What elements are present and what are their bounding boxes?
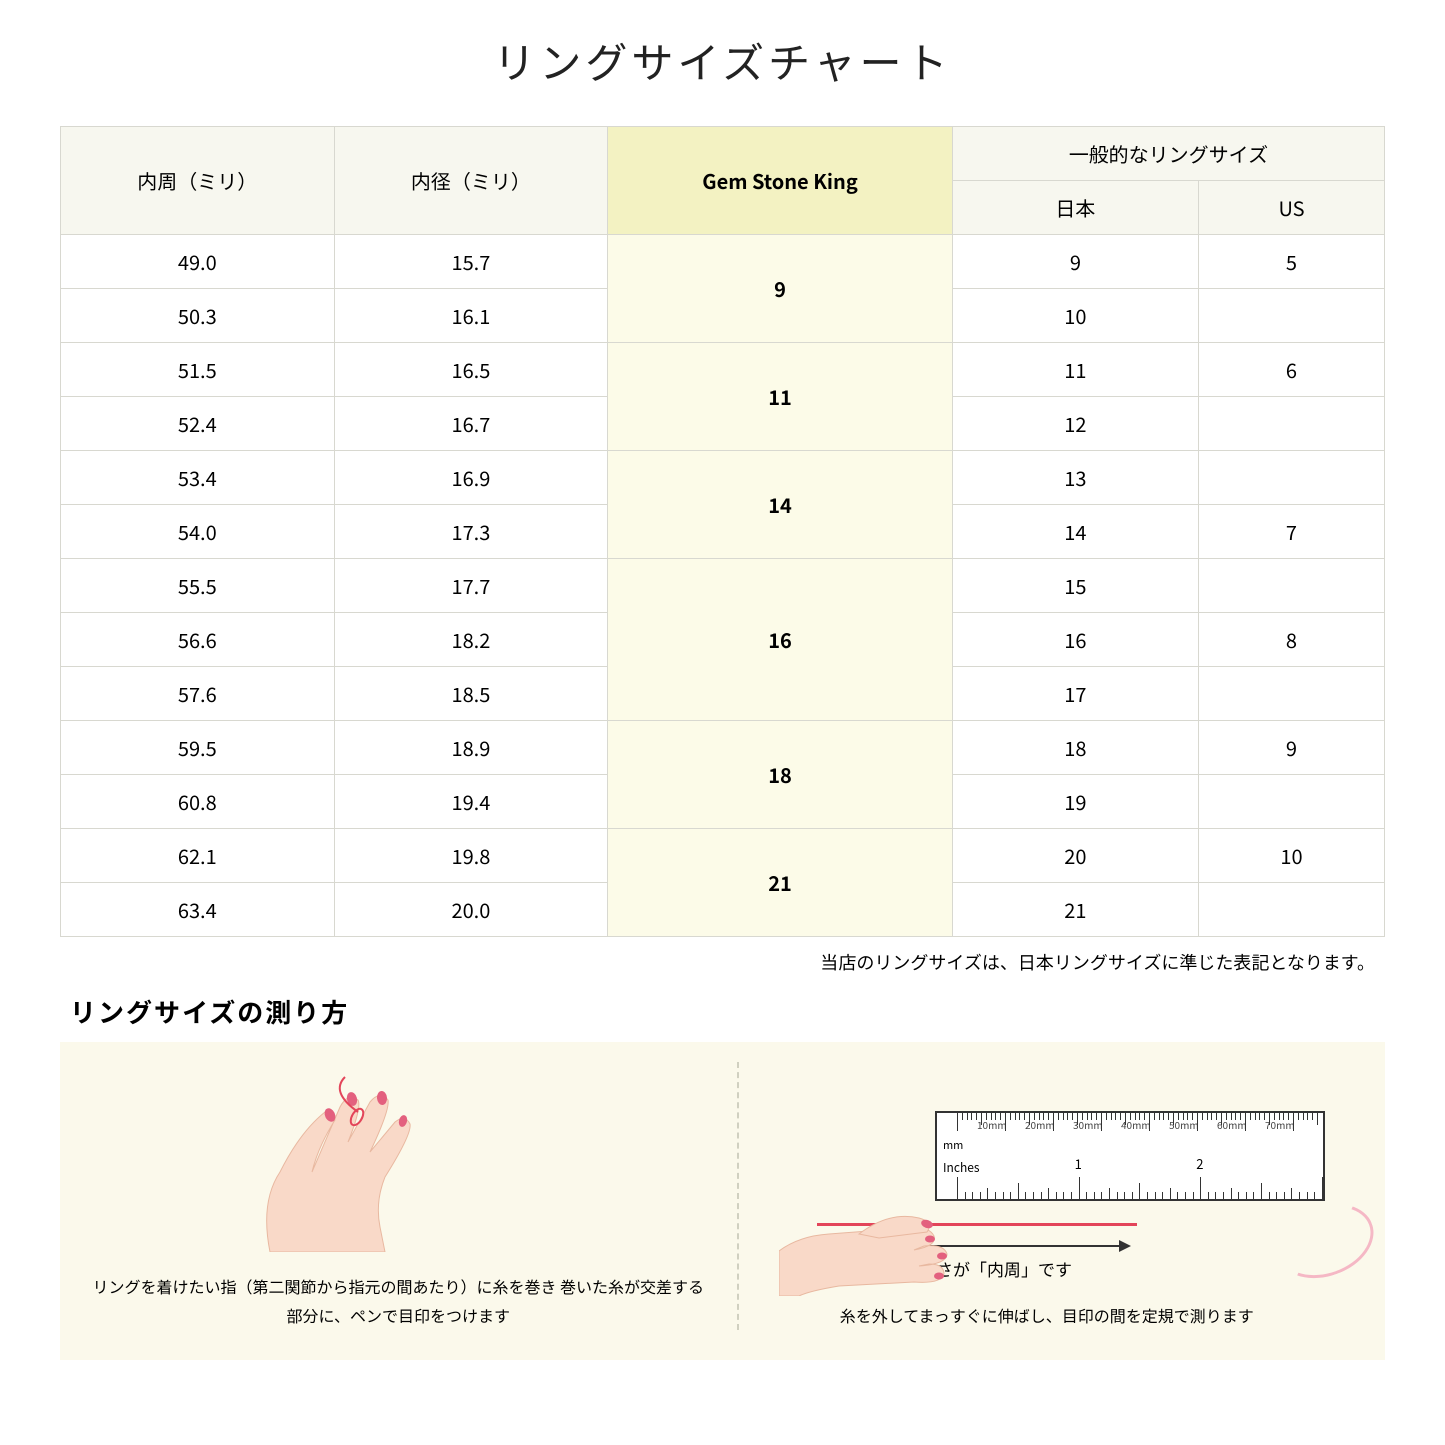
table-row: 62.119.8212010 — [61, 829, 1385, 883]
cell-circumference: 49.0 — [61, 235, 335, 289]
cell-circumference: 62.1 — [61, 829, 335, 883]
cell-diameter: 16.5 — [334, 343, 608, 397]
cell-diameter: 18.9 — [334, 721, 608, 775]
cell-diameter: 16.1 — [334, 289, 608, 343]
cell-us — [1198, 289, 1384, 343]
cell-circumference: 50.3 — [61, 289, 335, 343]
howto-step-2: 10mm20mm30mm40mm50mm60mm70mm mm Inches 1… — [737, 1062, 1356, 1330]
table-row: 49.015.7995 — [61, 235, 1385, 289]
cell-circumference: 52.4 — [61, 397, 335, 451]
ruler-mm-label: mm — [943, 1137, 963, 1153]
thread-curl — [1266, 1191, 1384, 1291]
cell-japan: 20 — [952, 829, 1198, 883]
page-title: リングサイズチャート — [60, 30, 1385, 91]
cell-japan: 21 — [952, 883, 1198, 937]
cell-gsk: 11 — [608, 343, 953, 451]
cell-gsk: 9 — [608, 235, 953, 343]
cell-gsk: 16 — [608, 559, 953, 721]
cell-circumference: 55.5 — [61, 559, 335, 613]
cell-us: 10 — [1198, 829, 1384, 883]
cell-us — [1198, 883, 1384, 937]
cell-us — [1198, 451, 1384, 505]
step2-caption: 糸を外してまっすぐに伸ばし、目印の間を定規で測ります — [739, 1301, 1356, 1330]
cell-japan: 18 — [952, 721, 1198, 775]
cell-japan: 11 — [952, 343, 1198, 397]
col-circumference: 内周（ミリ） — [61, 127, 335, 235]
cell-circumference: 57.6 — [61, 667, 335, 721]
cell-circumference: 54.0 — [61, 505, 335, 559]
cell-us: 5 — [1198, 235, 1384, 289]
cell-japan: 9 — [952, 235, 1198, 289]
col-gsk: Gem Stone King — [608, 127, 953, 235]
cell-diameter: 18.2 — [334, 613, 608, 667]
cell-diameter: 17.3 — [334, 505, 608, 559]
col-japan: 日本 — [952, 181, 1198, 235]
cell-japan: 17 — [952, 667, 1198, 721]
cell-us — [1198, 559, 1384, 613]
cell-diameter: 19.8 — [334, 829, 608, 883]
cell-gsk: 14 — [608, 451, 953, 559]
cell-diameter: 17.7 — [334, 559, 608, 613]
cell-japan: 13 — [952, 451, 1198, 505]
cell-us — [1198, 667, 1384, 721]
cell-diameter: 18.5 — [334, 667, 608, 721]
cell-us: 6 — [1198, 343, 1384, 397]
table-row: 59.518.918189 — [61, 721, 1385, 775]
cell-gsk: 21 — [608, 829, 953, 937]
col-diameter: 内径（ミリ） — [334, 127, 608, 235]
cell-us — [1198, 397, 1384, 451]
cell-diameter: 20.0 — [334, 883, 608, 937]
ruler-illustration: 10mm20mm30mm40mm50mm60mm70mm mm Inches 1… — [935, 1111, 1325, 1201]
table-row: 53.416.91413 — [61, 451, 1385, 505]
howto-section: リングを着けたい指（第二関節から指元の間あたり）に糸を巻き 巻いた糸が交差する部… — [60, 1042, 1385, 1360]
cell-japan: 12 — [952, 397, 1198, 451]
cell-japan: 10 — [952, 289, 1198, 343]
cell-us — [1198, 775, 1384, 829]
cell-circumference: 63.4 — [61, 883, 335, 937]
cell-circumference: 59.5 — [61, 721, 335, 775]
cell-circumference: 51.5 — [61, 343, 335, 397]
cell-circumference: 56.6 — [61, 613, 335, 667]
cell-japan: 15 — [952, 559, 1198, 613]
cell-gsk: 18 — [608, 721, 953, 829]
cell-japan: 14 — [952, 505, 1198, 559]
cell-circumference: 53.4 — [61, 451, 335, 505]
table-row: 55.517.71615 — [61, 559, 1385, 613]
step1-caption: リングを着けたい指（第二関節から指元の間あたり）に糸を巻き 巻いた糸が交差する部… — [90, 1272, 707, 1330]
col-us: US — [1198, 181, 1384, 235]
howto-title: リングサイズの測り方 — [70, 993, 1385, 1030]
cell-diameter: 19.4 — [334, 775, 608, 829]
col-general: 一般的なリングサイズ — [952, 127, 1384, 181]
cell-us: 7 — [1198, 505, 1384, 559]
hand-hold-illustration — [779, 1156, 979, 1296]
table-row: 51.516.511116 — [61, 343, 1385, 397]
cell-circumference: 60.8 — [61, 775, 335, 829]
cell-diameter: 15.7 — [334, 235, 608, 289]
ring-size-table: 内周（ミリ） 内径（ミリ） Gem Stone King 一般的なリングサイズ … — [60, 126, 1385, 937]
cell-diameter: 16.9 — [334, 451, 608, 505]
howto-step-1: リングを着けたい指（第二関節から指元の間あたり）に糸を巻き 巻いた糸が交差する部… — [90, 1062, 707, 1330]
ruler-in-mark: 1 — [1075, 1154, 1082, 1173]
cell-japan: 16 — [952, 613, 1198, 667]
cell-us: 9 — [1198, 721, 1384, 775]
cell-us: 8 — [1198, 613, 1384, 667]
hand-wrap-illustration — [230, 1072, 490, 1252]
cell-japan: 19 — [952, 775, 1198, 829]
size-note: 当店のリングサイズは、日本リングサイズに準じた表記となります。 — [60, 949, 1385, 975]
ruler-in-mark: 2 — [1196, 1154, 1203, 1173]
cell-diameter: 16.7 — [334, 397, 608, 451]
